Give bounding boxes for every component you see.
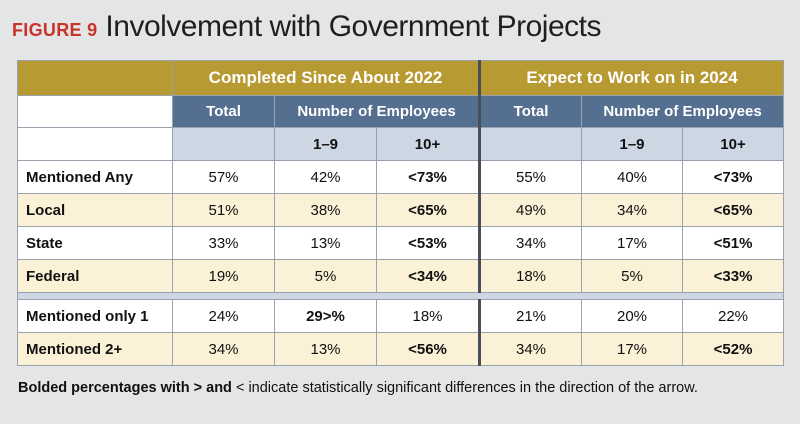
table-row: Mentioned only 1 24% 29>% 18% 21% 20% 22… xyxy=(17,299,785,333)
size-header-empty xyxy=(17,127,173,161)
footnote-text: < indicate statistically significant dif… xyxy=(235,380,698,396)
table-cell: 24% xyxy=(172,299,275,333)
table-cell: <56% xyxy=(375,332,482,366)
row-label: Mentioned only 1 xyxy=(17,299,173,333)
subheader-row: Total Number of Employees Total Number o… xyxy=(17,95,785,128)
size-header-row: 1–9 10+ 1–9 10+ xyxy=(17,127,785,161)
table-cell: <51% xyxy=(682,226,785,260)
row-label: Federal xyxy=(17,259,173,293)
table-cell: <34% xyxy=(375,259,482,293)
government-projects-table: Completed Since About 2022 Expect to Wor… xyxy=(16,60,785,366)
figure-title-bar: FIGURE 9 Involvement with Government Pro… xyxy=(12,10,601,54)
table-cell: 5% xyxy=(274,259,377,293)
table-separator xyxy=(16,292,785,300)
table-cell: 19% xyxy=(172,259,275,293)
figure-label: FIGURE 9 xyxy=(12,20,98,40)
table-row: Mentioned Any 57% 42% <73% 55% 40% <73% xyxy=(17,160,785,194)
table-cell: 18% xyxy=(375,299,482,333)
size-header-total-blank-completed xyxy=(172,127,275,161)
table-cell: 17% xyxy=(581,226,684,260)
table-cell: 33% xyxy=(172,226,275,260)
group-header-empty xyxy=(17,60,173,96)
row-label: State xyxy=(17,226,173,260)
table-cell: 57% xyxy=(172,160,275,194)
figure-title: Involvement with Government Projects xyxy=(105,10,601,43)
size-header-total-blank-expect xyxy=(479,127,583,161)
table-cell: 38% xyxy=(274,193,377,227)
row-label: Local xyxy=(17,193,173,227)
row-label: Mentioned 2+ xyxy=(17,332,173,366)
group-expect-header: Expect to Work on in 2024 xyxy=(479,60,785,96)
table-cell: 34% xyxy=(479,226,583,260)
footnote: Bolded percentages with > and < indicate… xyxy=(18,380,788,396)
table-cell: 20% xyxy=(581,299,684,333)
table-cell: <65% xyxy=(375,193,482,227)
total-header-expect: Total xyxy=(479,95,583,128)
table-cell: 21% xyxy=(479,299,583,333)
table-cell: 49% xyxy=(479,193,583,227)
table-cell: <33% xyxy=(682,259,785,293)
table-row: Local 51% 38% <65% 49% 34% <65% xyxy=(17,193,785,227)
table-separator-row xyxy=(16,292,785,300)
table-cell: 34% xyxy=(479,332,583,366)
total-header-completed: Total xyxy=(172,95,275,128)
size-large-header-completed: 10+ xyxy=(375,127,482,161)
table-cell: 17% xyxy=(581,332,684,366)
table-cell: 42% xyxy=(274,160,377,194)
table-cell: 22% xyxy=(682,299,785,333)
table-cell: 51% xyxy=(172,193,275,227)
group-header-row: Completed Since About 2022 Expect to Wor… xyxy=(17,60,785,96)
table-row: Federal 19% 5% <34% 18% 5% <33% xyxy=(17,259,785,293)
footnote-bold: Bolded percentages with > and xyxy=(18,380,232,396)
table-cell: <53% xyxy=(375,226,482,260)
table-row: Mentioned 2+ 34% 13% <56% 34% 17% <52% xyxy=(17,332,785,366)
table-cell: <73% xyxy=(375,160,482,194)
group-completed-header: Completed Since About 2022 xyxy=(171,60,482,96)
table-cell: 5% xyxy=(581,259,684,293)
table-cell: <73% xyxy=(682,160,785,194)
table-cell: 34% xyxy=(172,332,275,366)
table-row: State 33% 13% <53% 34% 17% <51% xyxy=(17,226,785,260)
table-cell: 34% xyxy=(581,193,684,227)
size-large-header-expect: 10+ xyxy=(682,127,785,161)
table-cell: 40% xyxy=(581,160,684,194)
subheader-empty xyxy=(17,95,173,128)
table-cell: 29>% xyxy=(274,299,377,333)
table-cell: <65% xyxy=(682,193,785,227)
table-cell: 13% xyxy=(274,332,377,366)
size-small-header-completed: 1–9 xyxy=(274,127,377,161)
table-cell: <52% xyxy=(682,332,785,366)
table-cell: 13% xyxy=(274,226,377,260)
employees-header-completed: Number of Employees xyxy=(273,95,482,128)
table-cell: 18% xyxy=(479,259,583,293)
size-small-header-expect: 1–9 xyxy=(581,127,684,161)
table-cell: 55% xyxy=(479,160,583,194)
row-label: Mentioned Any xyxy=(17,160,173,194)
employees-header-expect: Number of Employees xyxy=(581,95,785,128)
